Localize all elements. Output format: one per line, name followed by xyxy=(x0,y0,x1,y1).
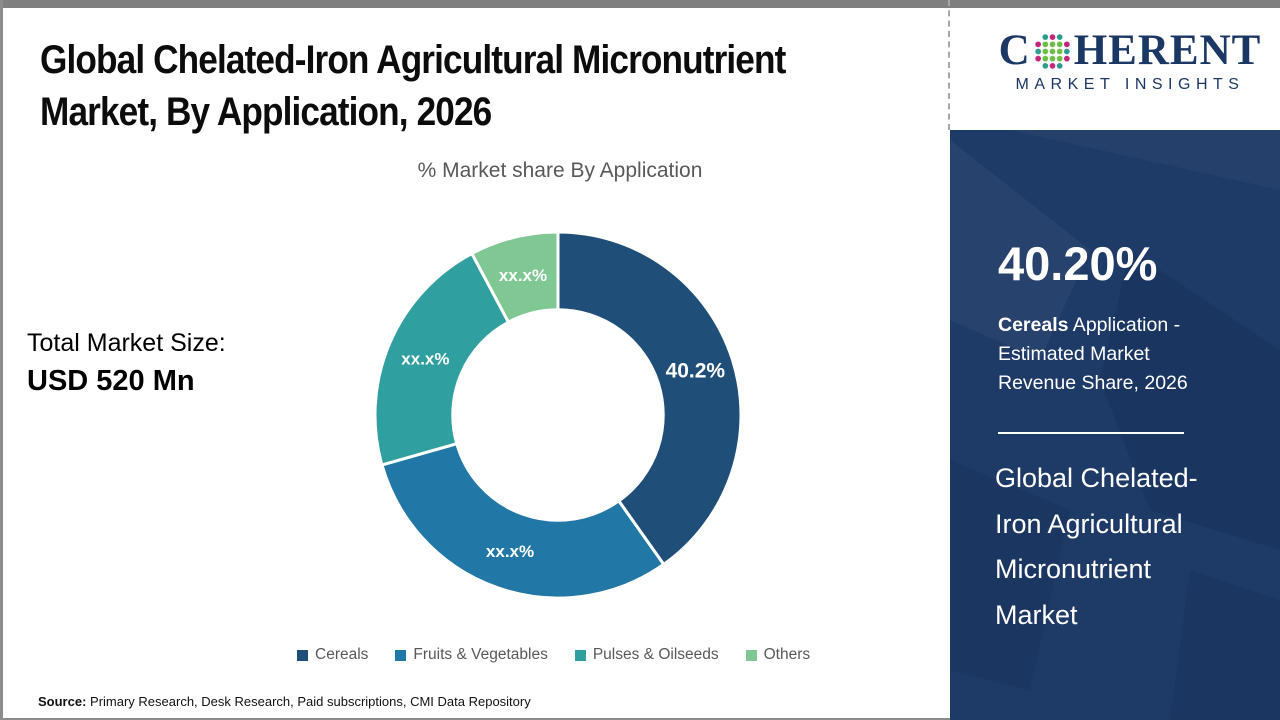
legend-swatch xyxy=(745,649,757,661)
legend-label: Others xyxy=(763,646,811,663)
slice-label: xx.x% xyxy=(401,350,449,369)
slice-label: xx.x% xyxy=(486,542,534,561)
donut-slice xyxy=(373,252,510,467)
legend-swatch xyxy=(574,649,586,661)
source-text: Primary Research, Desk Research, Paid su… xyxy=(86,694,531,709)
page-bottom-border xyxy=(0,718,953,720)
legend-item: Others xyxy=(745,646,811,664)
legend-item: Fruits & Vegetables xyxy=(395,646,548,664)
globe-icon xyxy=(1034,33,1070,69)
donut-slice xyxy=(556,230,743,566)
legend-label: Pulses & Oilseeds xyxy=(592,646,719,663)
logo-letter-c: C xyxy=(998,27,1031,74)
highlight-category: Cereals xyxy=(998,314,1069,336)
donut-slice xyxy=(380,442,666,600)
logo-letters-rest: HERENT xyxy=(1073,27,1262,74)
legend-item: Cereals xyxy=(297,646,368,664)
page-title: Global Chelated-Iron Agricultural Micron… xyxy=(40,38,786,134)
logo-area xyxy=(950,8,1280,130)
logo-subtitle: MARKET INSIGHTS xyxy=(1015,76,1245,93)
highlight-description: Cereals Application - Estimated Market R… xyxy=(998,311,1216,398)
sidebar-map-texture xyxy=(950,140,1280,720)
total-market-size-value: USD 520 Mn xyxy=(27,365,195,397)
highlight-sidebar: 40.20% Cereals Application - Estimated M… xyxy=(950,130,1280,720)
source-note: Source: Primary Research, Desk Research,… xyxy=(38,694,531,709)
legend-swatch xyxy=(395,649,407,661)
highlight-percentage: 40.20% xyxy=(998,237,1158,290)
total-market-size: Total Market Size: USD 520 Mn xyxy=(27,325,226,401)
legend-label: Fruits & Vegetables xyxy=(413,646,548,663)
donut-slice xyxy=(470,230,560,324)
logo-dashed-divider xyxy=(948,0,950,130)
slice-label: 40.2% xyxy=(666,359,726,382)
donut-chart: 40.2% xx.x% xx.x% xx.x% xyxy=(358,215,758,615)
sidebar-divider xyxy=(998,432,1184,434)
legend-label: Cereals xyxy=(315,646,369,663)
chart-legend: Cereals Fruits & Vegetables Pulses & Oilse… xyxy=(297,646,810,664)
legend-swatch xyxy=(297,649,308,661)
legend-item: Pulses & Oilseeds xyxy=(574,646,719,664)
highlight-description-rest: Application - Estimated Market Revenue S… xyxy=(998,314,1188,394)
page-left-border xyxy=(0,0,3,720)
sidebar-market-name: Global Chelated-Iron Agricultural Micron… xyxy=(995,463,1198,630)
logo-wordmark: C HERENT xyxy=(990,28,1270,74)
company-logo: C HERENT MARKET INSIGHTS xyxy=(990,28,1270,94)
slice-label: xx.x% xyxy=(499,266,547,285)
total-market-size-label: Total Market Size: xyxy=(27,329,226,357)
chart-title: % Market share By Application xyxy=(417,159,703,182)
donut-chart-svg: 40.2% xx.x% xx.x% xx.x% xyxy=(373,230,743,600)
page-top-border xyxy=(0,0,1280,8)
source-label: Source: xyxy=(38,694,87,709)
